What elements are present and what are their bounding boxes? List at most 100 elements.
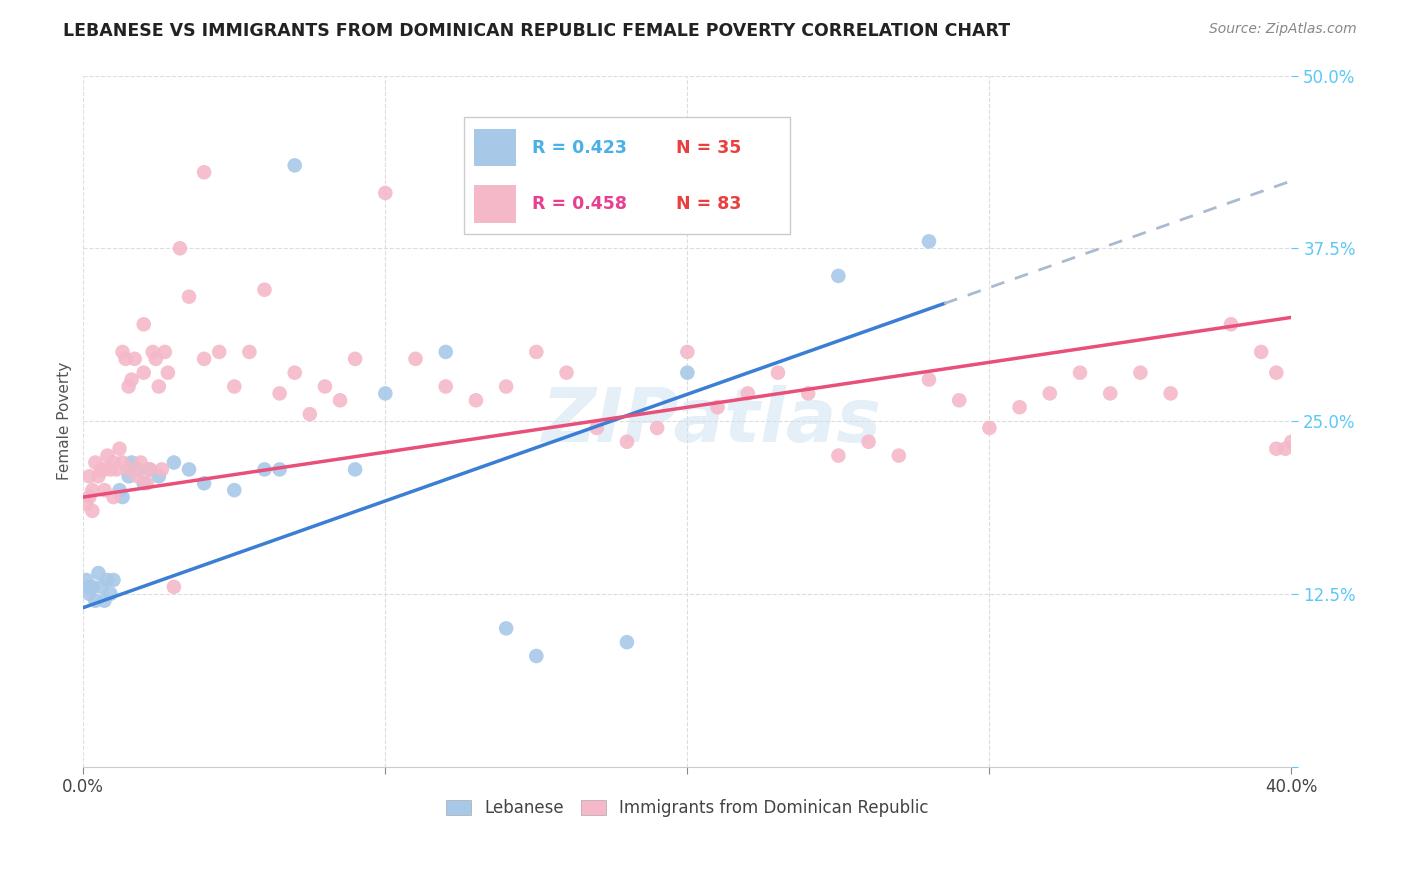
Text: LEBANESE VS IMMIGRANTS FROM DOMINICAN REPUBLIC FEMALE POVERTY CORRELATION CHART: LEBANESE VS IMMIGRANTS FROM DOMINICAN RE… (63, 22, 1011, 40)
Point (314, 379, 336, 393)
Point (948, 393, 970, 408)
Point (645, 421, 668, 435)
Point (145, 351, 167, 366)
Point (298, 407, 321, 421)
Point (111, 456, 134, 470)
Point (827, 449, 849, 463)
Point (84, 456, 107, 470)
Point (555, 366, 578, 380)
Point (827, 268, 849, 283)
Point (103, 490, 125, 504)
Point (79, 490, 101, 504)
Point (124, 351, 146, 366)
Point (105, 462, 128, 476)
Point (329, 393, 352, 408)
Point (163, 580, 186, 594)
Point (495, 621, 517, 635)
Point (117, 469, 139, 483)
Point (156, 366, 179, 380)
Point (524, 345, 547, 359)
Point (87, 566, 110, 580)
Y-axis label: Female Poverty: Female Poverty (58, 362, 72, 480)
Point (374, 386, 396, 401)
Point (434, 345, 457, 359)
Point (90, 462, 112, 476)
Point (103, 573, 125, 587)
Point (117, 379, 139, 393)
Point (93, 593, 115, 607)
Point (129, 456, 152, 470)
Point (82, 483, 104, 497)
Point (148, 469, 170, 483)
Point (79, 580, 101, 594)
Point (90, 580, 112, 594)
Point (495, 379, 517, 393)
Point (177, 462, 200, 476)
Point (253, 283, 276, 297)
Point (1069, 366, 1091, 380)
Point (253, 462, 276, 476)
Point (1265, 366, 1288, 380)
Point (93, 462, 115, 476)
Point (676, 366, 699, 380)
Point (887, 449, 910, 463)
Point (344, 462, 367, 476)
Point (138, 462, 160, 476)
Point (127, 462, 149, 476)
Point (766, 366, 789, 380)
Point (344, 351, 367, 366)
Point (465, 393, 488, 408)
Point (75, 573, 97, 587)
Point (284, 366, 307, 380)
Point (269, 462, 291, 476)
Point (616, 635, 638, 649)
Point (135, 476, 157, 491)
Point (87, 469, 110, 483)
Point (616, 434, 638, 449)
Point (918, 235, 941, 249)
Point (1250, 345, 1272, 359)
Point (100, 587, 122, 601)
Point (150, 462, 173, 476)
Point (82, 504, 104, 518)
Point (121, 456, 143, 470)
Point (284, 158, 307, 172)
Point (1281, 434, 1303, 449)
Point (132, 366, 155, 380)
Point (108, 442, 131, 456)
Point (82, 580, 104, 594)
Point (676, 345, 699, 359)
Text: Source: ZipAtlas.com: Source: ZipAtlas.com (1209, 22, 1357, 37)
Point (1039, 386, 1062, 401)
Point (79, 587, 101, 601)
Text: ZIPatlas: ZIPatlas (541, 384, 882, 458)
Point (224, 379, 246, 393)
Point (193, 351, 215, 366)
Point (405, 351, 427, 366)
Point (138, 462, 160, 476)
Point (706, 401, 728, 415)
Point (79, 469, 101, 483)
Point (1008, 401, 1031, 415)
Point (177, 290, 200, 304)
Point (1220, 318, 1243, 332)
Point (374, 186, 396, 200)
Point (111, 490, 134, 504)
Point (434, 379, 457, 393)
Point (132, 476, 155, 491)
Point (1099, 386, 1122, 401)
Point (585, 421, 607, 435)
Point (148, 379, 170, 393)
Point (108, 483, 131, 497)
Point (193, 165, 215, 179)
Point (153, 345, 176, 359)
Point (269, 386, 291, 401)
Point (121, 373, 143, 387)
Point (96, 449, 118, 463)
Point (127, 469, 149, 483)
Point (103, 456, 125, 470)
Point (737, 386, 759, 401)
Point (238, 345, 260, 359)
Point (1265, 442, 1288, 456)
Point (93, 483, 115, 497)
